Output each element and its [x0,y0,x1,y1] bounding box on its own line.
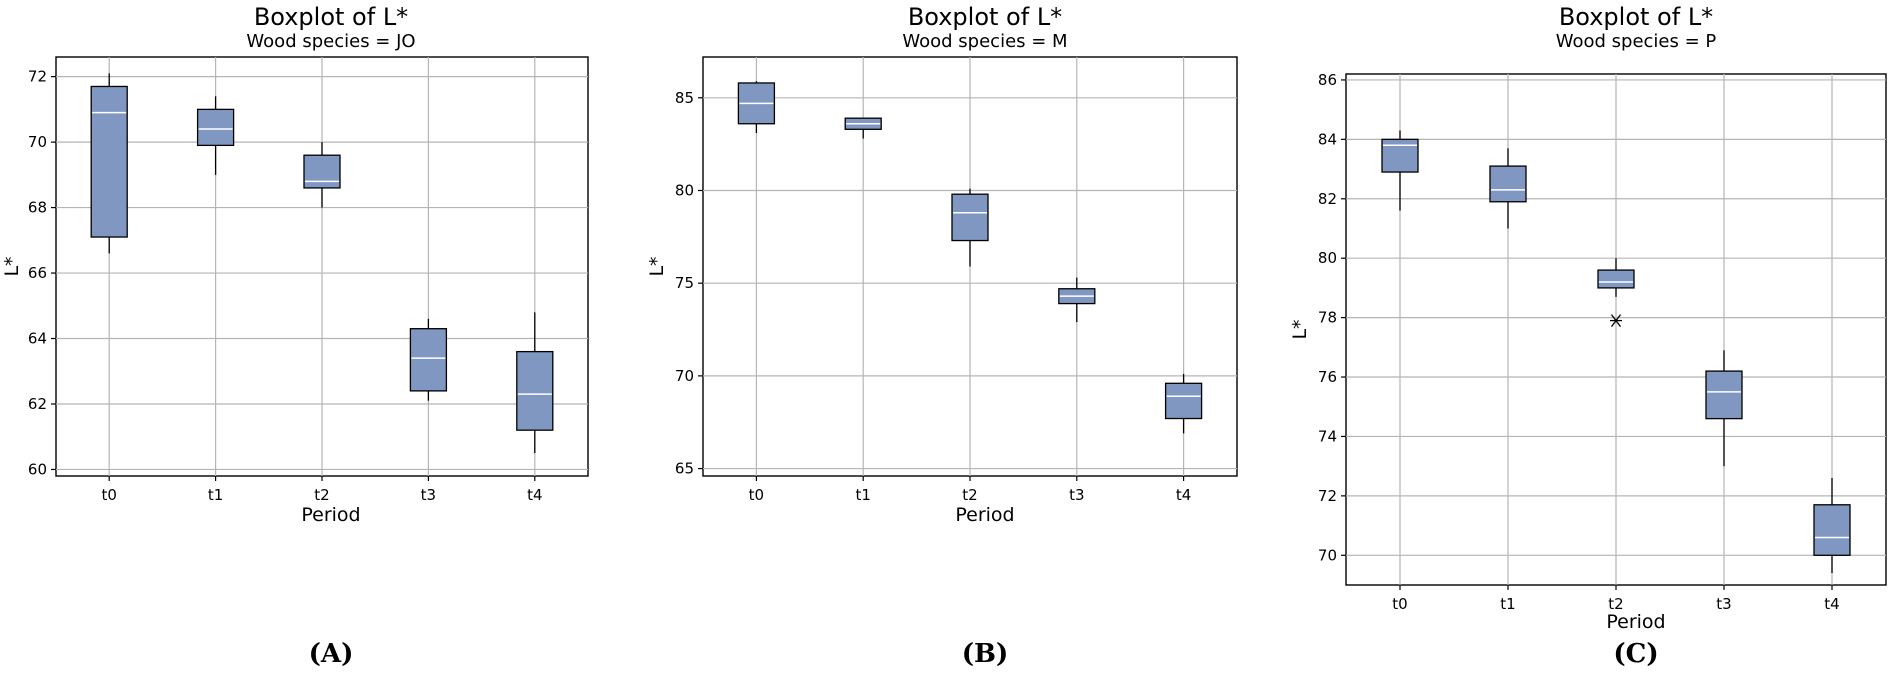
y-tick-label: 80 [1318,249,1337,267]
box-t3 [1705,350,1743,467]
y-tick-label: 66 [28,264,47,282]
panel-label: (C) [1613,639,1658,669]
chart-panel-a: Boxplot of L*Wood species = JO 60 62 64 66 68… [1,3,589,669]
y-tick-label: 72 [28,68,47,86]
x-tick-label: t2 [1608,595,1623,613]
box-iqr [196,108,235,147]
y-tick-label: 70 [28,133,47,151]
box-iqr [303,154,341,189]
y-tick-label: 64 [28,330,47,348]
y-tick-label: 70 [675,367,694,385]
x-tick-label: t3 [1716,595,1731,613]
y-tick-label: 85 [675,89,694,107]
box-t1 [844,117,882,139]
y-tick-label: 86 [1318,71,1337,89]
x-tick-label: t4 [1176,486,1191,504]
y-tick-label: 70 [1318,546,1337,564]
y-axis-label: L* [1289,319,1311,339]
box-t2 [1597,258,1635,327]
box-iqr [1164,382,1203,420]
x-axis-label: Period [1606,611,1665,633]
x-tick-label: t2 [962,486,977,504]
chart-title: Boxplot of L* [1559,3,1713,31]
x-tick-label: t0 [1392,595,1407,613]
box-t3 [409,318,448,401]
y-tick-label: 76 [1318,368,1337,386]
y-axis-label: L* [646,256,668,276]
panel-label: (A) [309,639,354,669]
box-t0 [90,73,128,254]
box-t2 [951,188,989,267]
y-tick-label: 65 [675,460,694,478]
box-t4 [1164,374,1203,434]
chart-subtitle: Wood species = M [902,31,1067,52]
x-tick-label: t1 [855,486,870,504]
chart-title: Boxplot of L* [908,3,1062,31]
chart-title: Boxplot of L* [254,3,408,31]
box-t4 [1813,478,1851,574]
x-axis-label: Period [955,504,1014,526]
box-t0 [1381,130,1419,211]
box-t3 [1058,277,1096,323]
x-tick-label: t2 [314,486,329,504]
y-tick-label: 68 [28,199,47,217]
outlier-stroke [1610,314,1622,327]
box-iqr [1813,504,1851,556]
box-t1 [1489,148,1527,229]
x-tick-label: t1 [208,486,223,504]
box-iqr [90,85,128,238]
y-tick-label: 84 [1318,130,1337,148]
panel-label: (B) [962,639,1009,669]
y-tick-label: 80 [675,181,694,199]
x-tick-label: t3 [421,486,436,504]
box-iqr [951,193,989,242]
y-tick-label: 62 [28,395,47,413]
x-tick-label: t4 [1824,595,1839,613]
outlier-marker [1610,314,1622,327]
box-iqr [409,328,448,392]
box-iqr [1489,165,1527,203]
box-t4 [516,312,554,454]
x-tick-label: t0 [749,486,764,504]
y-tick-label: 72 [1318,487,1337,505]
x-tick-label: t3 [1069,486,1084,504]
box-t2 [303,142,341,208]
chart-panel-c: Boxplot of L*Wood species = P 70 72 74 76 78 8… [1289,3,1887,669]
x-tick-label: t1 [1500,595,1515,613]
box-iqr [1381,138,1419,173]
box-t0 [737,81,776,134]
x-axis-label: Period [301,504,360,526]
box-t1 [196,96,235,175]
y-tick-label: 75 [675,274,694,292]
chart-subtitle: Wood species = JO [246,31,415,52]
x-tick-label: t4 [527,486,542,504]
y-tick-label: 82 [1318,190,1337,208]
x-tick-label: t0 [101,486,116,504]
y-tick-label: 60 [28,460,47,478]
box-iqr [1597,269,1635,289]
y-tick-label: 74 [1318,427,1337,445]
y-tick-label: 78 [1318,309,1337,327]
y-axis-label: L* [1,256,23,276]
chart-subtitle: Wood species = P [1556,31,1717,52]
chart-panel-b: Boxplot of L*Wood species = M 65 70 75 80 85 t… [646,3,1238,669]
box-iqr [516,350,554,431]
box-iqr [1705,370,1743,420]
